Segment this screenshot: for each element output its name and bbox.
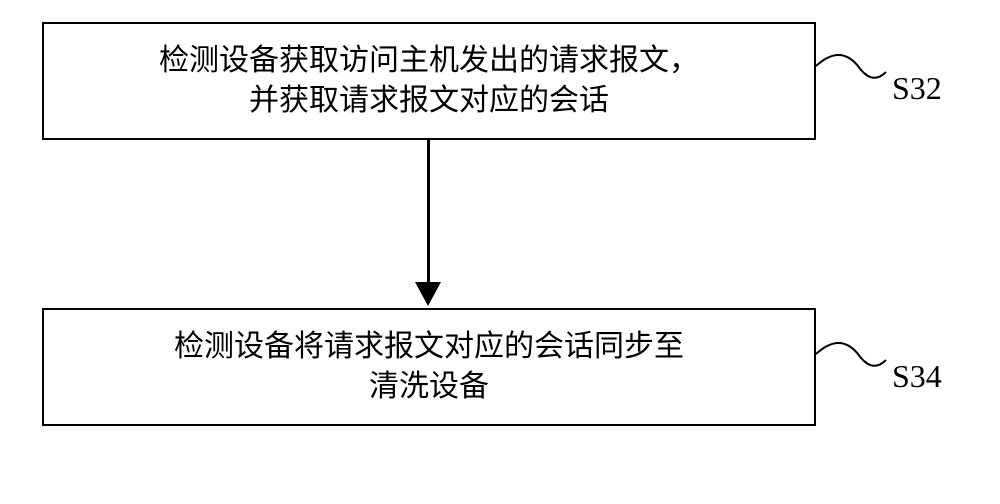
step-label-2: S34 — [892, 358, 942, 395]
arrow-head-1 — [415, 282, 441, 306]
flow-step-2-line-1: 检测设备将请求报文对应的会话同步至 — [174, 327, 684, 368]
flowchart-canvas: 检测设备获取访问主机发出的请求报文， 并获取请求报文对应的会话 S32 检测设备… — [0, 0, 1000, 504]
flow-step-1: 检测设备获取访问主机发出的请求报文， 并获取请求报文对应的会话 — [42, 22, 816, 140]
flow-step-2-line-2: 清洗设备 — [369, 367, 489, 408]
flow-step-2: 检测设备将请求报文对应的会话同步至 清洗设备 — [42, 308, 816, 426]
flow-step-1-line-1: 检测设备获取访问主机发出的请求报文， — [159, 41, 699, 82]
label-connector-1 — [810, 42, 890, 102]
step-label-1: S32 — [892, 70, 942, 107]
label-connector-2 — [810, 330, 890, 390]
arrow-shaft-1 — [427, 140, 430, 284]
flow-step-1-line-2: 并获取请求报文对应的会话 — [249, 81, 609, 122]
